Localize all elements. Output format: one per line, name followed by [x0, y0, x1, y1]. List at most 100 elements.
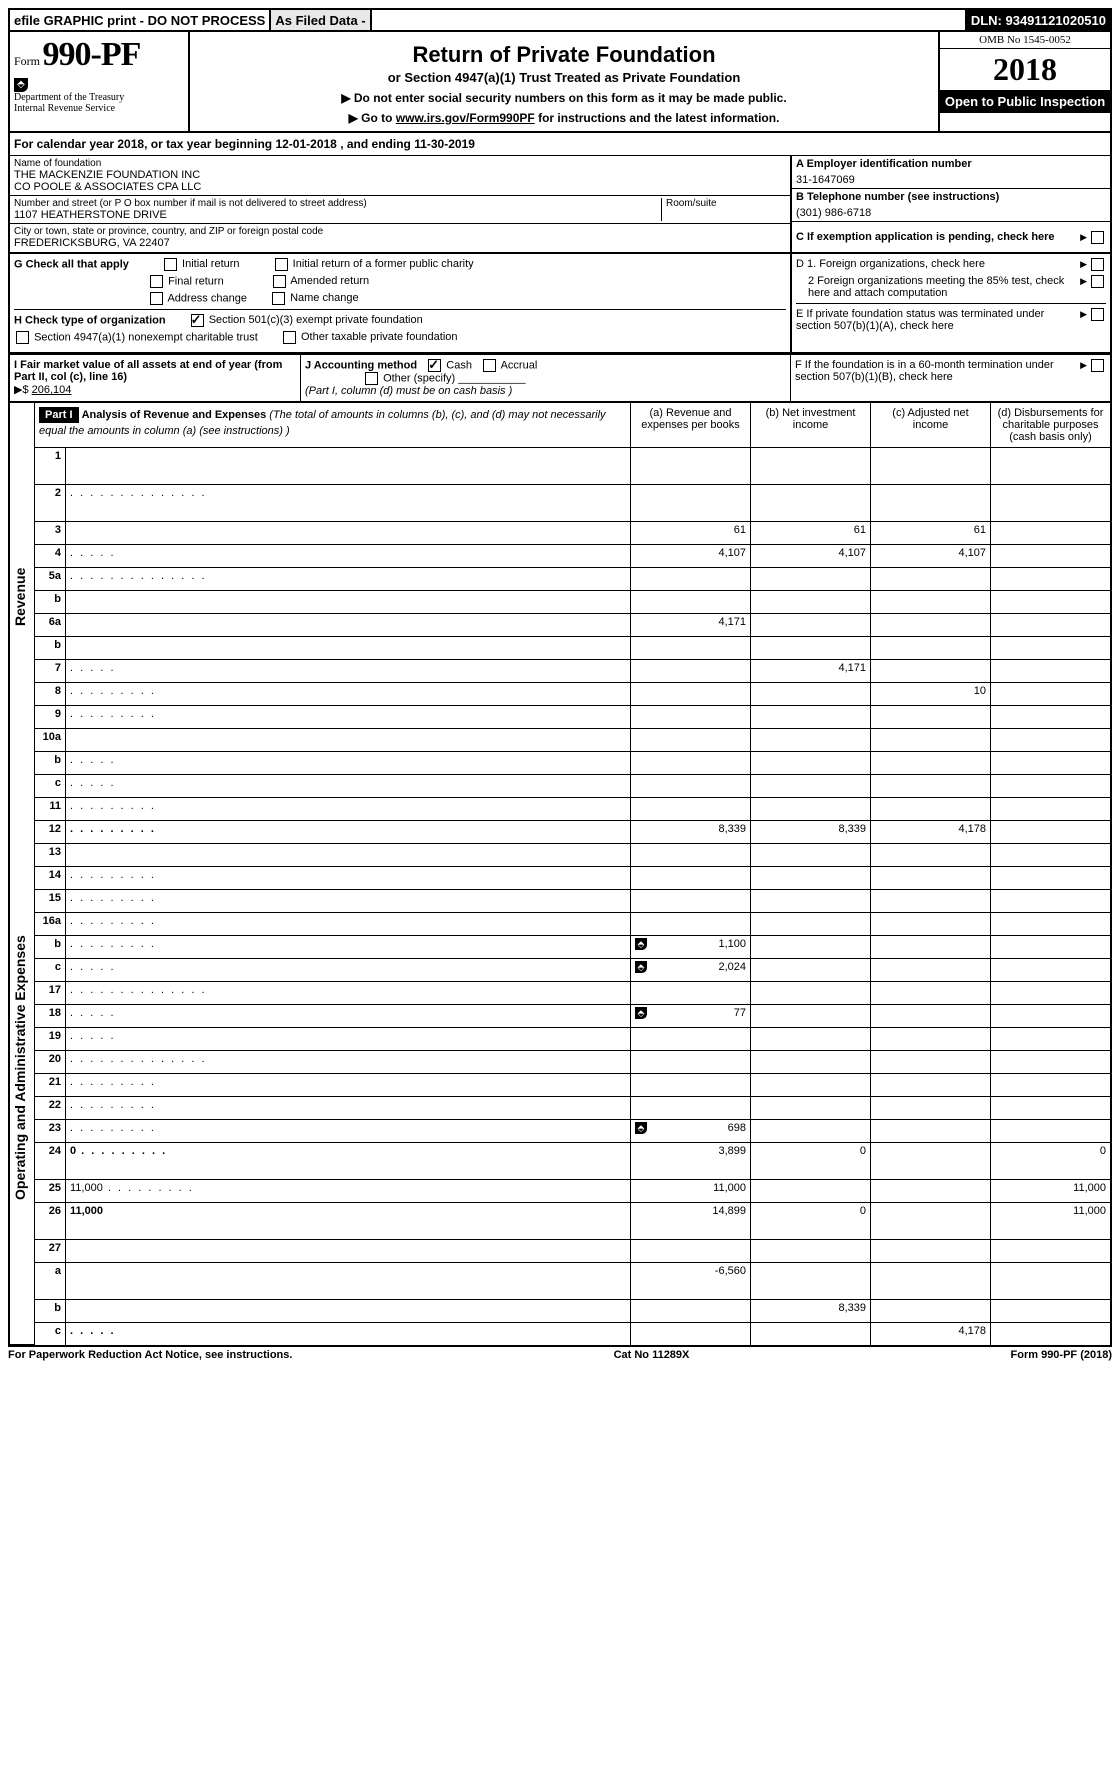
header-right: OMB No 1545-0052 2018 Open to Public Ins…	[938, 32, 1110, 131]
cell-c	[870, 1263, 990, 1299]
row-description	[65, 1240, 630, 1262]
tax-year: 2018	[940, 49, 1110, 90]
row-number: 22	[35, 1097, 65, 1119]
attachment-icon[interactable]: ⬘	[635, 1007, 647, 1019]
table-row: 2511,00011,00011,000	[35, 1180, 1110, 1203]
cell-d	[990, 568, 1110, 590]
h-4947[interactable]	[16, 331, 29, 344]
ein-value: 31-1647069	[796, 174, 1106, 186]
cell-a	[630, 798, 750, 820]
d1-label: D 1. Foreign organizations, check here	[796, 258, 1080, 271]
cell-d	[990, 1240, 1110, 1262]
cell-b	[750, 1051, 870, 1073]
exempt-checkbox[interactable]	[1091, 231, 1104, 244]
row-number: b	[35, 936, 65, 958]
cell-d	[990, 545, 1110, 567]
cell-d	[990, 982, 1110, 1004]
row-number: 14	[35, 867, 65, 889]
table-row: 18⬘77	[35, 1005, 1110, 1028]
j-cash[interactable]	[428, 359, 441, 372]
cell-d	[990, 485, 1110, 521]
cell-b	[750, 867, 870, 889]
d2-checkbox[interactable]	[1091, 275, 1104, 288]
cell-d	[990, 1300, 1110, 1322]
exempt-label: C If exemption application is pending, c…	[796, 231, 1080, 243]
cell-c	[870, 729, 990, 751]
section-g-h-d: G Check all that apply Initial return In…	[8, 254, 1112, 354]
row-number: c	[35, 775, 65, 797]
part-1-sidebar: Revenue Operating and Administrative Exp…	[10, 403, 35, 1345]
cell-a	[630, 775, 750, 797]
f-checkbox[interactable]	[1091, 359, 1104, 372]
j-accrual[interactable]	[483, 359, 496, 372]
h-other-taxable[interactable]	[283, 331, 296, 344]
row-description	[65, 890, 630, 912]
section-g-h: G Check all that apply Initial return In…	[10, 254, 790, 352]
cell-a	[630, 448, 750, 484]
table-row: 17	[35, 982, 1110, 1005]
row-description	[65, 729, 630, 751]
cell-c	[870, 637, 990, 659]
table-row: 3616161	[35, 522, 1110, 545]
cell-b	[750, 959, 870, 981]
irs-link[interactable]: www.irs.gov/Form990PF	[396, 111, 535, 125]
table-row: 9	[35, 706, 1110, 729]
cell-a	[630, 844, 750, 866]
row-description	[65, 913, 630, 935]
table-row: 15	[35, 890, 1110, 913]
cell-a	[630, 1240, 750, 1262]
top-bar: efile GRAPHIC print - DO NOT PROCESS As …	[8, 8, 1112, 32]
cell-b	[750, 1028, 870, 1050]
addr-label: Number and street (or P O box number if …	[14, 198, 661, 209]
cell-a	[630, 1097, 750, 1119]
attachment-icon[interactable]: ⬘	[635, 1122, 647, 1134]
g-final-return[interactable]	[150, 275, 163, 288]
attachment-icon[interactable]: ⬘	[635, 938, 647, 950]
cell-c	[870, 752, 990, 774]
dln-label: DLN:	[971, 13, 1002, 28]
e-checkbox[interactable]	[1091, 308, 1104, 321]
cell-d	[990, 959, 1110, 981]
g-name-change[interactable]	[272, 292, 285, 305]
cell-a	[630, 913, 750, 935]
header-left: Form 990-PF ⬘ Department of the Treasury…	[10, 32, 190, 131]
cell-a: ⬘77	[630, 1005, 750, 1027]
dln-value: 93491121020510	[1005, 13, 1106, 28]
info-right: A Employer identification number 31-1647…	[790, 156, 1110, 252]
row-description	[65, 706, 630, 728]
cell-d	[990, 821, 1110, 843]
table-row: c4,178	[35, 1323, 1110, 1345]
cell-c	[870, 798, 990, 820]
table-row: 1	[35, 448, 1110, 485]
g-amended[interactable]	[273, 275, 286, 288]
row-number: 21	[35, 1074, 65, 1096]
row-description	[65, 1005, 630, 1027]
g-initial-former[interactable]	[275, 258, 288, 271]
table-row: c	[35, 775, 1110, 798]
cell-c	[870, 568, 990, 590]
table-row: 27	[35, 1240, 1110, 1263]
h-501c3[interactable]	[191, 314, 204, 327]
cell-c	[870, 614, 990, 636]
row-description	[65, 660, 630, 682]
g-initial-return[interactable]	[164, 258, 177, 271]
cell-d	[990, 1051, 1110, 1073]
table-row: 2	[35, 485, 1110, 522]
table-row: 14	[35, 867, 1110, 890]
cell-a: 14,899	[630, 1203, 750, 1239]
d1-checkbox[interactable]	[1091, 258, 1104, 271]
phone-value: (301) 986-6718	[796, 207, 1106, 219]
cell-b: 8,339	[750, 1300, 870, 1322]
cell-a	[630, 637, 750, 659]
j-other[interactable]	[365, 372, 378, 385]
table-row: 810	[35, 683, 1110, 706]
foundation-name-2: CO POOLE & ASSOCIATES CPA LLC	[14, 181, 786, 193]
attachment-icon[interactable]: ⬘	[635, 961, 647, 973]
cell-c	[870, 1240, 990, 1262]
row-number: 6a	[35, 614, 65, 636]
cell-a	[630, 729, 750, 751]
dept-line-2: Internal Revenue Service	[14, 103, 115, 114]
row-description	[65, 1074, 630, 1096]
g-address-change[interactable]	[150, 292, 163, 305]
instr-2: ▶ Go to www.irs.gov/Form990PF for instru…	[196, 111, 932, 125]
